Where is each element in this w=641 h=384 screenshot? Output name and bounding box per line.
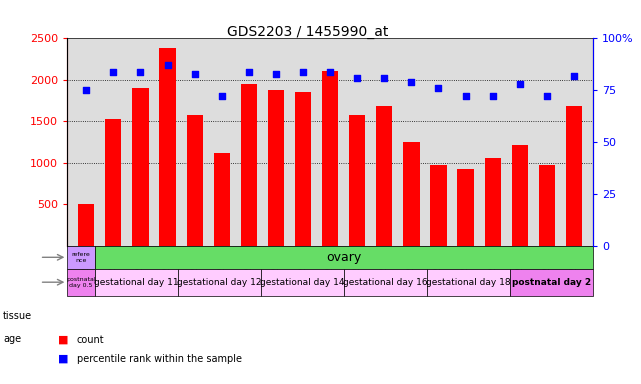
Bar [376,106,392,246]
Point [298,68,308,74]
Bar [178,269,261,296]
Text: postnatal
day 0.5: postnatal day 0.5 [66,277,96,288]
Point [108,68,119,74]
Point [406,79,417,85]
Bar [241,84,257,246]
Text: gestational day 12: gestational day 12 [177,278,262,287]
Text: count: count [77,335,104,345]
Text: percentile rank within the sample: percentile rank within the sample [77,354,242,364]
Point [542,93,552,99]
Bar [485,158,501,246]
Point [352,75,362,81]
Text: refere
nce: refere nce [72,252,90,263]
Bar [344,269,427,296]
Bar [512,146,528,246]
Bar [427,269,510,296]
Bar [261,269,344,296]
Point [515,81,525,87]
Text: ■: ■ [58,335,68,345]
Point [488,93,498,99]
Point [325,68,335,74]
Point [135,68,146,74]
Bar [268,90,284,246]
Point [433,85,444,91]
Text: gestational day 16: gestational day 16 [343,278,428,287]
Bar [322,71,338,246]
Bar [67,269,95,296]
Point [379,75,390,81]
Text: ovary: ovary [326,251,362,264]
Point [217,93,227,99]
Point [244,68,254,74]
Bar [295,92,311,246]
Text: age: age [3,334,21,344]
Bar [510,269,593,296]
Bar [187,115,203,246]
Bar [213,153,230,246]
Bar [458,169,474,246]
Point [190,71,200,77]
Bar [566,106,582,246]
Point [569,73,579,79]
Point [81,87,92,93]
Text: gestational day 11: gestational day 11 [94,278,179,287]
Text: postnatal day 2: postnatal day 2 [512,278,591,287]
Text: gestational day 18: gestational day 18 [426,278,511,287]
Bar [403,142,419,246]
Point [460,93,470,99]
Point [162,62,172,68]
Bar [67,246,95,269]
Bar [160,48,176,246]
Bar [349,115,365,246]
Bar [132,88,149,246]
Text: gestational day 14: gestational day 14 [260,278,345,287]
Bar [95,269,178,296]
Bar [78,204,94,246]
Text: tissue: tissue [3,311,32,321]
Bar [538,165,555,246]
Bar [430,165,447,246]
Point [271,71,281,77]
Text: GDS2203 / 1455990_at: GDS2203 / 1455990_at [227,25,388,39]
Bar [105,119,122,246]
Text: ■: ■ [58,354,68,364]
